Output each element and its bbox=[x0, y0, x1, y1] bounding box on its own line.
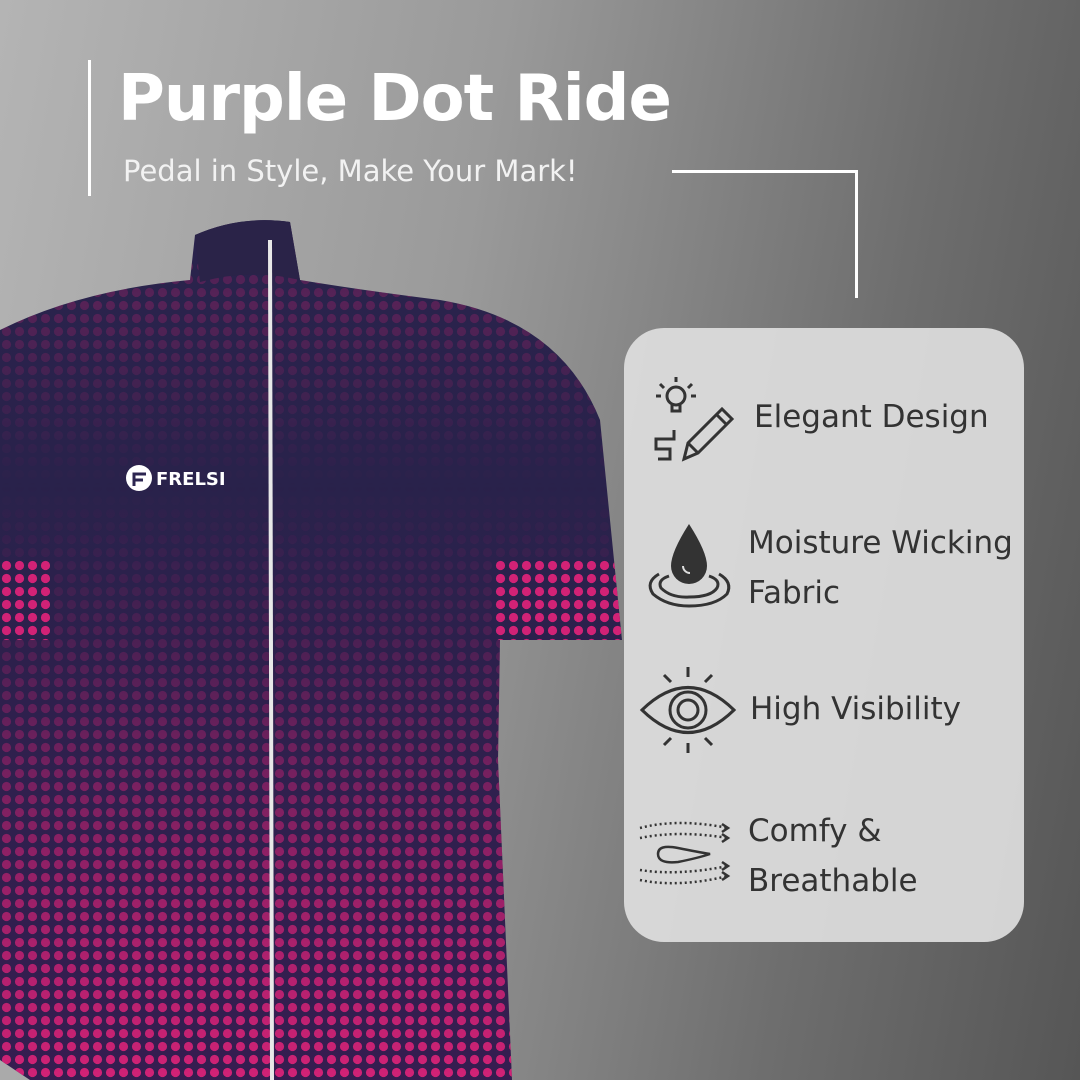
feature-label: High Visibility bbox=[750, 691, 962, 727]
feature-label: Elegant Design bbox=[754, 399, 989, 435]
jersey-image: FRELSI bbox=[0, 220, 622, 1080]
feature-elegant-design: Elegant Design bbox=[624, 368, 1024, 468]
feature-label: Breathable bbox=[748, 863, 918, 899]
feature-label: Comfy & bbox=[748, 813, 882, 849]
features-panel: Elegant Design Moisture Wicking Fabric H… bbox=[624, 328, 1024, 942]
title-accent-line bbox=[88, 60, 91, 196]
svg-text:FRELSI: FRELSI bbox=[156, 469, 226, 490]
airflow-icon bbox=[639, 821, 731, 885]
page-title: Purple Dot Ride bbox=[118, 62, 672, 136]
lightbulb-pencil-icon bbox=[654, 377, 735, 462]
feature-high-visibility: High Visibility bbox=[624, 663, 1024, 763]
page-subtitle: Pedal in Style, Make Your Mark! bbox=[123, 154, 578, 188]
zipper bbox=[268, 239, 274, 1080]
brand-logo: FRELSI bbox=[126, 465, 226, 491]
water-drop-icon bbox=[648, 524, 731, 608]
connector-line bbox=[672, 170, 858, 298]
feature-label: Fabric bbox=[748, 575, 841, 611]
eye-icon bbox=[639, 667, 737, 753]
feature-moisture-wicking: Moisture Wicking Fabric bbox=[624, 518, 1024, 628]
feature-label: Moisture Wicking bbox=[748, 525, 1013, 561]
feature-breathable: Comfy & Breathable bbox=[624, 806, 1024, 916]
